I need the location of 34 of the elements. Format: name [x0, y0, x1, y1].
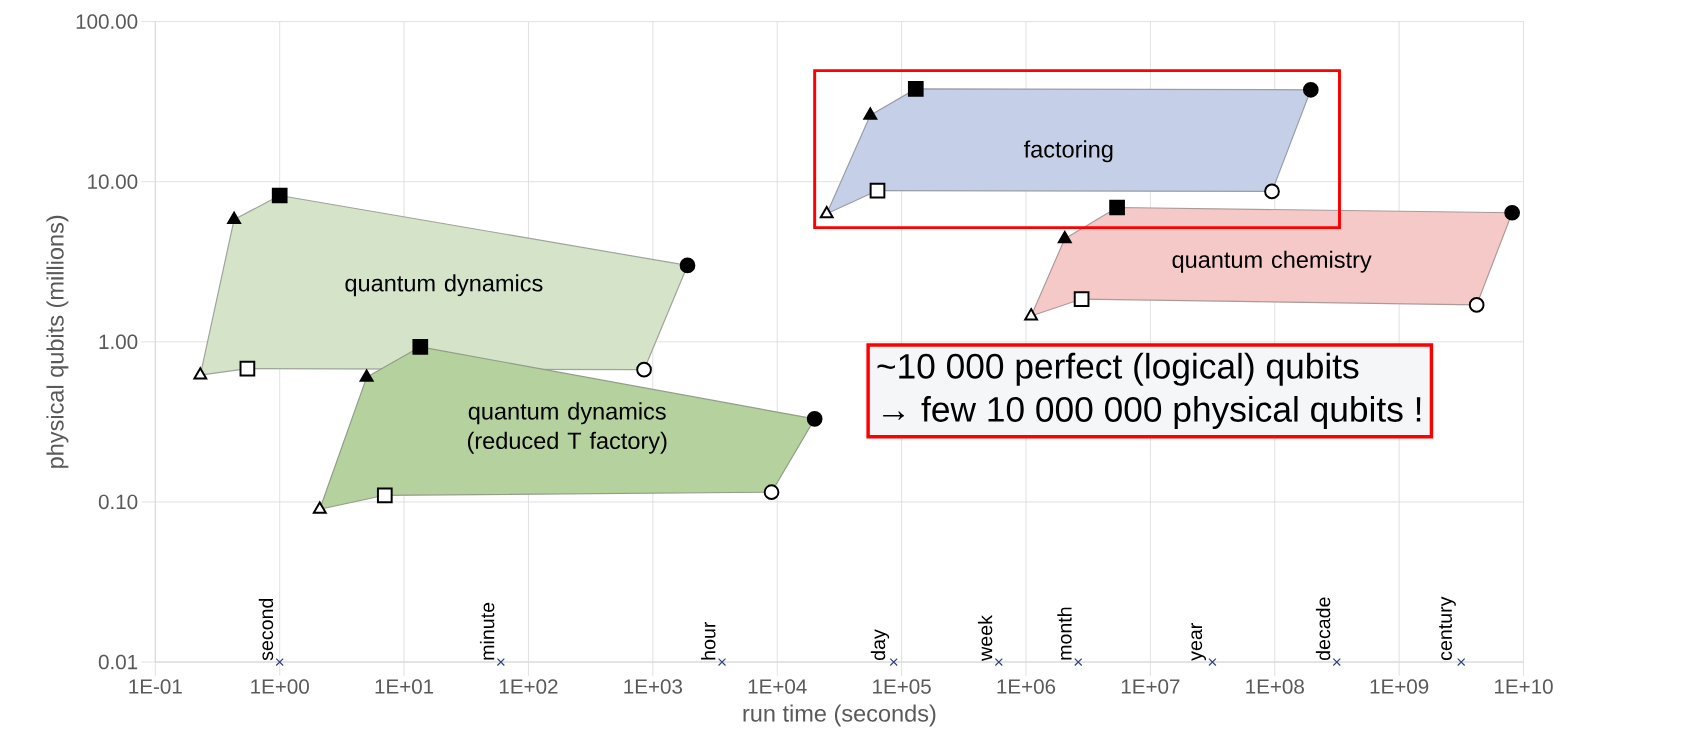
- data-label: minute: [479, 602, 495, 660]
- x-tick-label: 1E+02: [499, 679, 558, 694]
- data-label: decade: [1315, 597, 1331, 660]
- data-label: second: [258, 598, 274, 661]
- annotation: quantum dynamics (reduced T factory): [467, 402, 667, 454]
- annotation: quantum chemistry: [1172, 250, 1372, 273]
- x-tick-label: 1E+09: [1370, 679, 1429, 694]
- data-label: week: [977, 614, 993, 661]
- y-tick-label: 0.10: [98, 494, 138, 510]
- annotation: ~10 000 perfect (logical) qubits: [877, 352, 1359, 386]
- data-label: day: [870, 629, 890, 660]
- data-label: hour: [701, 621, 716, 660]
- x-tick-label: 1E+04: [748, 679, 807, 694]
- x-tick-label: 1E+03: [624, 679, 682, 694]
- data-label: month: [1057, 607, 1072, 660]
- y-axis-title: physical qubits (millions): [46, 215, 69, 468]
- x-tick-label: 1E+08: [1246, 679, 1304, 694]
- y-tick-label: 100.00: [76, 14, 138, 29]
- data-label: year: [1191, 622, 1207, 661]
- x-tick-label: 1E+10: [1495, 679, 1553, 694]
- x-tick-label: 1E+06: [997, 679, 1056, 694]
- x-axis-title: run time (seconds): [743, 704, 936, 727]
- annotation: → few 10 000 000 physical qubits !: [883, 395, 1421, 429]
- annotation: quantum dynamics: [345, 274, 543, 297]
- y-tick-label: 0.01: [98, 654, 138, 670]
- x-tick-label: 1E+05: [873, 679, 931, 694]
- data-label: century: [1439, 596, 1456, 660]
- x-tick-label: 1E+00: [251, 679, 309, 694]
- x-tick-label: 1E+01: [375, 679, 434, 694]
- y-tick-label: 1.00: [99, 334, 138, 349]
- x-tick-label: 1E-01: [129, 679, 182, 694]
- x-tick-label: 1E+07: [1121, 679, 1180, 694]
- y-tick-label: 10.00: [88, 174, 138, 189]
- annotation: factoring: [1023, 140, 1113, 163]
